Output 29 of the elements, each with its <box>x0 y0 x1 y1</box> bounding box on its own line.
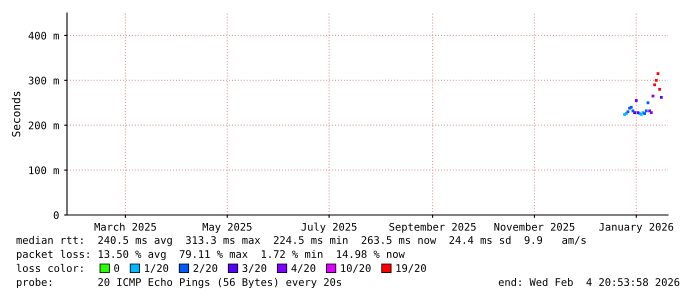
x-tick-label: March 2025 <box>94 222 156 231</box>
point <box>660 96 663 99</box>
point <box>646 101 650 104</box>
text: end: Wed Feb 4 20:53:58 2026 <box>498 278 680 286</box>
legend-label: 10/20 <box>341 264 371 273</box>
y-tick-label: 400 m <box>28 32 59 40</box>
y-tick-label: 300 m <box>28 76 59 84</box>
x-tick-label: July 2025 <box>301 222 356 233</box>
text: median rtt: 240.5 ms avg 313.3 ms max 224.5 ms min 263.5 ms now 24.4 ms sd 9.9 am/s <box>16 236 586 246</box>
text: probe: 20 ICMP Echo Pings (56 Bytes) every 20s <box>16 278 342 288</box>
legend-title: loss color: <box>16 264 82 272</box>
y-tick-label: 0 <box>54 211 59 220</box>
x-tick-label: May 2025 <box>202 222 252 233</box>
legend-label: 2/20 <box>194 264 218 273</box>
legend-label: 1/20 <box>145 264 168 273</box>
legend-label: 0 <box>114 264 120 272</box>
point <box>634 99 638 102</box>
point <box>656 72 660 75</box>
y-axis-title: Seconds <box>12 92 20 137</box>
y-tick-label: 200 m <box>28 121 59 130</box>
legend-label: 4/20 <box>291 264 316 273</box>
x-tick-label: November 2025 <box>494 222 574 231</box>
legend-label: 19/20 <box>396 264 426 273</box>
x-tick-label: September 2025 <box>389 222 476 233</box>
legend-label: 3/20 <box>242 264 266 273</box>
text: packet loss: 13.50 % avg 79.11 % max 1.72 % min 14.98 % now <box>16 250 405 260</box>
x-tick-label: January 2026 <box>599 222 674 233</box>
point <box>652 94 654 98</box>
y-tick-label: 100 m <box>29 166 59 174</box>
